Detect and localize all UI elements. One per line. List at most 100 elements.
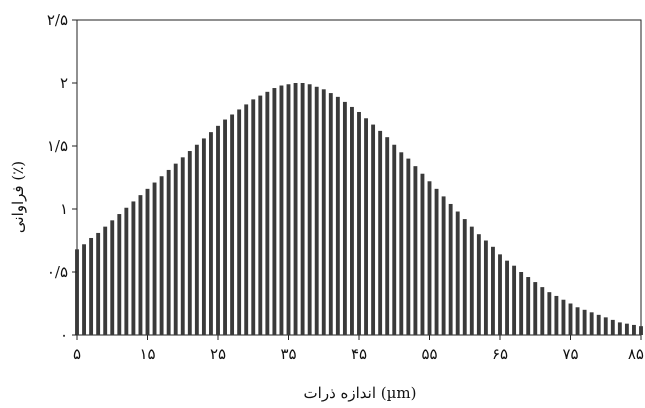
y-tick-label: ۱/۵ xyxy=(47,137,68,155)
bar xyxy=(89,237,94,335)
bar xyxy=(455,211,460,335)
x-tick-label: ۶۵ xyxy=(492,345,508,363)
bar xyxy=(307,84,312,335)
bar xyxy=(526,277,531,335)
bar xyxy=(216,125,220,335)
y-tick-label: ۱ xyxy=(60,200,68,218)
bars xyxy=(75,83,643,336)
bar xyxy=(448,203,453,335)
bar xyxy=(371,124,376,335)
bar xyxy=(378,130,383,335)
bar xyxy=(124,207,129,335)
bar xyxy=(251,99,256,335)
bar xyxy=(469,226,474,335)
bar xyxy=(350,106,354,335)
bar xyxy=(321,89,326,335)
bar xyxy=(491,246,495,335)
bar xyxy=(357,111,361,335)
bar xyxy=(244,104,249,335)
bar xyxy=(512,265,517,335)
bar xyxy=(138,195,143,335)
bar xyxy=(265,91,270,335)
bar xyxy=(279,85,284,336)
bar xyxy=(420,173,425,335)
bar xyxy=(103,226,108,335)
bar xyxy=(82,244,86,335)
bar xyxy=(194,144,199,335)
y-tick-label: ۰ xyxy=(60,326,68,344)
bar xyxy=(554,295,559,335)
x-tick-label: ۵۵ xyxy=(421,345,437,363)
bar xyxy=(589,312,594,335)
bar xyxy=(364,118,368,335)
bar xyxy=(385,137,390,335)
x-tick-label: ۷۵ xyxy=(562,345,578,363)
bar xyxy=(117,214,122,335)
bar xyxy=(399,152,404,335)
bar xyxy=(230,114,235,335)
bar xyxy=(519,272,524,335)
bar xyxy=(223,119,227,335)
bar xyxy=(533,282,538,335)
bar xyxy=(505,260,509,335)
x-tick-label: ۳۵ xyxy=(280,345,296,363)
bar xyxy=(540,287,545,335)
bar xyxy=(610,319,615,335)
bar xyxy=(75,249,79,335)
bar xyxy=(427,181,432,335)
bar xyxy=(152,182,157,335)
bar xyxy=(159,176,164,335)
bar xyxy=(575,307,580,335)
x-tick-label: ۴۵ xyxy=(351,345,367,363)
y-tick-label: ۰/۵ xyxy=(47,263,68,281)
bar xyxy=(568,303,573,335)
bar xyxy=(498,254,502,335)
bar xyxy=(603,317,608,335)
bar xyxy=(406,158,411,335)
x-tick-label: ۵ xyxy=(73,345,81,363)
x-axis-label: اندازه ذرات (µm) xyxy=(304,384,417,402)
bar xyxy=(131,201,136,335)
bar xyxy=(328,93,333,335)
x-axis-ticks: ۵ ۱۵ ۲۵ ۳۵ ۴۵ ۵۵ ۶۵ ۷۵ ۸۵ xyxy=(73,335,644,363)
bar xyxy=(462,219,467,335)
bar xyxy=(258,95,263,335)
bar xyxy=(624,323,629,335)
bar xyxy=(617,322,622,335)
bar xyxy=(413,166,418,335)
bar xyxy=(96,232,101,335)
bar xyxy=(392,144,397,335)
bar xyxy=(166,169,171,335)
bar xyxy=(342,101,347,336)
bar xyxy=(314,86,319,335)
bar xyxy=(300,83,305,335)
x-tick-label: ۱۵ xyxy=(139,345,155,363)
y-axis-ticks: ۰ ۰/۵ ۱ ۱/۵ ۲ ۲/۵ xyxy=(47,11,77,344)
bar xyxy=(434,188,439,335)
y-axis-label: فراوانی (٪) xyxy=(9,161,27,233)
bar xyxy=(483,240,488,335)
y-tick-label: ۲/۵ xyxy=(47,11,68,29)
bar xyxy=(173,163,178,335)
bar xyxy=(272,88,277,335)
x-tick-label: ۸۵ xyxy=(628,345,644,363)
bar xyxy=(596,314,601,335)
bar xyxy=(201,138,206,335)
bar xyxy=(145,188,150,335)
bar xyxy=(110,220,115,335)
bar xyxy=(187,151,192,335)
bar xyxy=(180,157,185,335)
bar xyxy=(335,96,340,335)
bar xyxy=(582,309,587,335)
bar xyxy=(561,299,566,335)
y-tick-label: ۲ xyxy=(60,74,68,92)
bar xyxy=(441,196,446,335)
bar xyxy=(209,132,213,335)
bar xyxy=(286,84,291,335)
bar xyxy=(639,326,643,335)
bar xyxy=(293,83,298,335)
bar xyxy=(632,324,636,335)
bar xyxy=(547,292,552,335)
bar xyxy=(476,234,481,335)
